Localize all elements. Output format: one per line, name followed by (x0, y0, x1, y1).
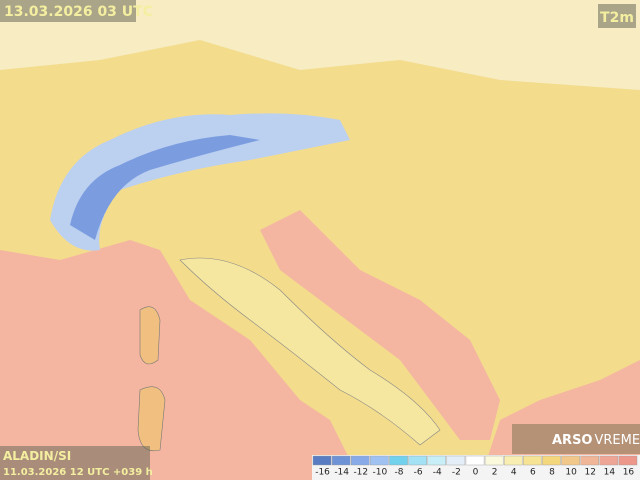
legend-label: -12 (353, 468, 368, 478)
alps-cold (50, 113, 350, 251)
model-name: ALADIN/SI (3, 449, 71, 463)
valid-time: 13.03.2026 03 UTC (4, 4, 153, 20)
legend-swatch (484, 455, 504, 466)
islands (137, 306, 166, 452)
legend-swatch (618, 455, 638, 466)
alps-colder (70, 135, 260, 240)
legend-label: 12 (584, 468, 595, 478)
legend-label: -6 (414, 468, 423, 478)
run-info: 11.03.2026 12 UTC +039 h (3, 467, 153, 478)
north-region (0, 0, 640, 90)
legend-label: -4 (433, 468, 442, 478)
legend-label: -10 (373, 468, 388, 478)
legend-swatch (331, 455, 351, 466)
logo: ARSO VREME (552, 433, 640, 448)
legend-swatch (503, 455, 523, 466)
adriatic-sea (260, 210, 500, 440)
legend-swatch (370, 455, 389, 466)
legend-label: 16 (623, 468, 635, 478)
legend-label: -14 (334, 468, 349, 478)
logo-bold: ARSO (552, 433, 593, 448)
legend-label: 8 (549, 468, 555, 478)
legend-label: 6 (530, 468, 536, 478)
param-box (598, 4, 636, 28)
legend-swatch (446, 455, 466, 466)
legend-label: 4 (511, 468, 517, 478)
legend-swatch (465, 455, 485, 466)
legend-swatch (389, 455, 408, 466)
legend-swatch (599, 455, 619, 466)
legend-swatch (561, 455, 580, 466)
legend-label: 10 (565, 468, 577, 478)
logo-light: VREME (595, 433, 640, 448)
legend-swatch (523, 455, 542, 466)
legend-label: 2 (492, 468, 498, 478)
legend-swatch (542, 455, 561, 466)
time-box (0, 0, 136, 22)
logo-box (512, 424, 640, 454)
legend-swatch (427, 455, 447, 466)
italy (179, 257, 441, 446)
legend-label: 14 (604, 468, 616, 478)
legend-label: -2 (452, 468, 461, 478)
legend-swatch (408, 455, 427, 466)
legend-label: -16 (315, 468, 330, 478)
model-box (0, 446, 150, 480)
legend-label: -8 (395, 468, 404, 478)
legend-swatch (312, 455, 332, 466)
legend-label: 0 (473, 468, 479, 478)
legend-swatch (580, 455, 599, 466)
color-legend: -16 -14 -12 -10 -8 -6 -4 -2 0 2 4 6 8 10 12 14 16 (312, 455, 638, 478)
parameter: T2m (600, 10, 634, 26)
legend-swatch (351, 455, 370, 466)
sea-west (0, 240, 380, 480)
